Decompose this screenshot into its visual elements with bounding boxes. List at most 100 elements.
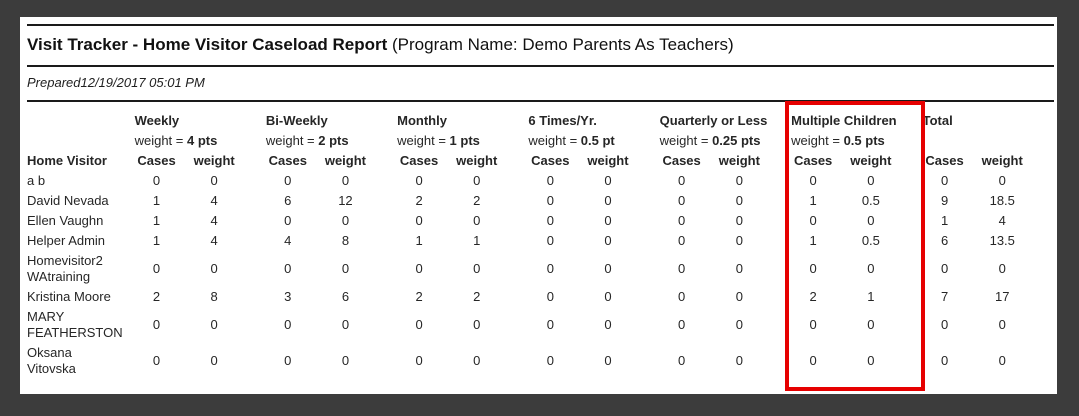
weight-value: 0	[867, 213, 875, 228]
cases-value: 0	[546, 233, 554, 248]
cases-value: 1	[809, 233, 817, 248]
weight-value: 0	[473, 317, 481, 332]
weight-column-header: weight	[850, 153, 892, 168]
group-label-total: Total	[922, 113, 953, 128]
weight-value: 4	[210, 193, 218, 208]
weight-value: 0	[735, 353, 743, 368]
group-label-monthly: Monthly	[397, 113, 447, 128]
weight-value: 0	[473, 173, 481, 188]
weight-value: 0.5	[861, 233, 880, 248]
weight-prefix: weight =	[265, 133, 319, 148]
divider-top	[27, 24, 1054, 26]
weight-column-header: weight	[456, 153, 498, 168]
cases-value: 0	[678, 173, 686, 188]
prepared-datetime: 12/19/2017 05:01 PM	[80, 75, 205, 90]
home-visitor-column-header: Home Visitor	[27, 153, 107, 168]
prepared-label: Prepared	[27, 75, 81, 90]
prepared-timestamp: Prepared12/19/2017 05:01 PM	[27, 67, 1054, 100]
weight-value: 0	[604, 233, 612, 248]
cases-value: 0	[678, 233, 686, 248]
cases-value: 0	[940, 261, 949, 276]
weight-def-6times: weight = 0.5 pt	[528, 131, 659, 151]
cases-value: 0	[940, 317, 949, 332]
cases-value: 6	[284, 193, 292, 208]
home-visitor-name: David Nevada	[27, 193, 109, 208]
report-page: Visit Tracker - Home Visitor Caseload Re…	[20, 17, 1057, 394]
weight-value: 0	[735, 233, 743, 248]
weight-value: 0	[604, 317, 612, 332]
cases-value: 0	[284, 213, 292, 228]
weight-value: 0	[341, 353, 350, 368]
weight-def-monthly: weight = 1 pts	[397, 131, 528, 151]
cases-column-header: Cases	[662, 153, 701, 168]
cases-value: 1	[152, 213, 161, 228]
weight-column-header: weight	[718, 153, 760, 168]
weight-value: 0	[867, 261, 875, 276]
cases-value: 0	[678, 289, 686, 304]
weight-prefix: weight =	[397, 133, 450, 148]
weight-value: 0	[998, 353, 1006, 368]
cases-value: 0	[152, 353, 161, 368]
divider-under-prepared	[27, 100, 1054, 102]
weight-value: 1	[867, 289, 875, 304]
weight-value: 0	[735, 193, 743, 208]
group-label-6times: 6 Times/Yr.	[528, 113, 597, 128]
cases-value: 0	[940, 173, 949, 188]
cases-value: 0	[152, 261, 161, 276]
cases-value: 0	[284, 317, 292, 332]
weight-value: 0	[735, 289, 743, 304]
group-label-biweekly: Bi-Weekly	[265, 113, 328, 128]
weight-prefix: weight =	[791, 133, 844, 148]
table-row: Oksana Vitovska 0 0 0 0 0 0 0 0 0 0 0 0 0 0	[27, 343, 1054, 379]
cases-value: 2	[809, 289, 817, 304]
cases-column-header: Cases	[531, 153, 570, 168]
group-label-weekly: Weekly	[134, 113, 180, 128]
cases-value: 1	[809, 193, 817, 208]
weight-column-header: weight	[324, 153, 367, 168]
home-visitor-name: Homevisitor2 WAtraining	[27, 253, 103, 284]
cases-value: 0	[546, 317, 554, 332]
weight-value: 0	[210, 173, 218, 188]
weight-value: 4	[210, 213, 218, 228]
cases-value: 0	[152, 317, 161, 332]
table-body: a b 0 0 0 0 0 0 0 0 0 0 0 0 0 0 David Nevada 1 4 6 12 2 2 0 0 0 0…	[27, 171, 1054, 379]
weight-value: 4	[210, 233, 218, 248]
weight-prefix: weight =	[134, 133, 187, 148]
weight-def-weekly: weight = 4 pts	[135, 131, 266, 151]
home-visitor-name: Ellen Vaughn	[27, 213, 104, 228]
cases-value: 1	[940, 213, 949, 228]
weight-value: 0	[735, 261, 743, 276]
weight-value: 0	[210, 353, 218, 368]
weight-def-quarterly: weight = 0.25 pts	[660, 131, 792, 151]
divider-under-title	[27, 65, 1054, 67]
weight-value: 2	[473, 193, 481, 208]
cases-column-header: Cases	[793, 153, 833, 168]
cases-value: 0	[415, 317, 423, 332]
weight-def-multiple-children: weight = 0.5 pts	[791, 131, 922, 151]
cases-column-header: Cases	[399, 153, 439, 168]
cases-value: 0	[809, 353, 817, 368]
weight-value: 0	[604, 213, 612, 228]
home-visitor-name: Oksana Vitovska	[27, 345, 76, 376]
weight-value: 4 pts	[187, 133, 218, 148]
weight-value: 18.5	[989, 193, 1015, 208]
weight-value: 17	[995, 289, 1010, 304]
table-row: MARY FEATHERSTON 0 0 0 0 0 0 0 0 0 0 0 0 0 0	[27, 307, 1054, 343]
empty-corner-cell	[27, 111, 135, 131]
cases-value: 0	[809, 173, 817, 188]
weight-value: 1 pts	[449, 133, 480, 148]
weight-value: 0.5	[861, 193, 880, 208]
table-row: Homevisitor2 WAtraining 0 0 0 0 0 0 0 0 0 0 0 0 0 0	[27, 251, 1054, 287]
cases-value: 0	[940, 353, 949, 368]
table-row: a b 0 0 0 0 0 0 0 0 0 0 0 0 0 0	[27, 171, 1054, 191]
weight-value: 0	[867, 317, 875, 332]
cases-value: 0	[415, 353, 423, 368]
weight-value: 0	[341, 261, 350, 276]
weight-value: 0	[341, 317, 350, 332]
weight-value: 13.5	[989, 233, 1015, 248]
cases-value: 0	[415, 173, 423, 188]
cases-value: 1	[152, 193, 161, 208]
cases-value: 0	[809, 261, 817, 276]
cases-value: 9	[940, 193, 949, 208]
weight-definition-row: weight = 4 pts weight = 2 pts weight = 1…	[27, 131, 1054, 151]
